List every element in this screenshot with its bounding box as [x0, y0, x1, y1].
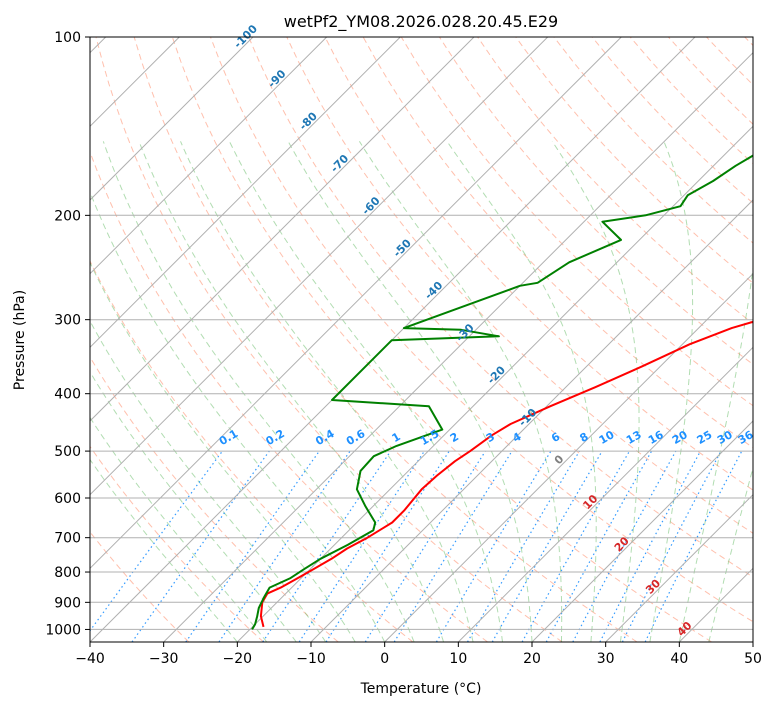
x-tick-label: 10 [449, 651, 467, 667]
y-tick-label: 900 [54, 595, 81, 611]
mixing-ratio-line [218, 450, 351, 642]
x-tick-label: −30 [149, 651, 179, 667]
x-tick-label: −40 [75, 651, 105, 667]
dry-adiabat-line [171, 37, 712, 642]
dry-adiabat-line [133, 37, 638, 642]
isotherm-line [90, 37, 622, 570]
x-tick-label: 40 [670, 651, 688, 667]
profile-lines [251, 154, 753, 630]
isotherm-line [605, 493, 753, 642]
x-tick-label: 50 [744, 651, 762, 667]
mixing-ratio-line [298, 450, 425, 642]
y-tick-label: 800 [54, 565, 81, 581]
mixing-ratio-line [325, 450, 450, 642]
dewpoint-line [251, 154, 753, 630]
dry-adiabat-line [95, 37, 563, 642]
x-tick-label: −10 [296, 651, 326, 667]
chart-title: wetPf2_YM08.2026.028.20.45.E29 [284, 12, 558, 32]
isotherm-line [90, 37, 254, 201]
y-tick-label: 500 [54, 444, 81, 460]
dry-adiabat-line [210, 37, 753, 623]
y-tick-label: 300 [54, 313, 81, 329]
x-tick-label: 20 [523, 651, 541, 667]
isotherm-line [90, 37, 328, 275]
y-tick-label: 200 [54, 208, 81, 224]
x-tick-label: 30 [597, 651, 615, 667]
temperature-line [259, 320, 753, 628]
isotherm-line [236, 125, 753, 642]
dry-adiabat-line [515, 37, 753, 284]
x-tick-label: −20 [223, 651, 253, 667]
mixing-ratio-line [466, 450, 580, 642]
plot-area [90, 37, 753, 642]
dry-adiabat-line [248, 37, 753, 578]
mixing-ratio-line [262, 450, 392, 642]
dry-adiabat-line [90, 445, 264, 642]
mixing-ratio-line [599, 450, 702, 642]
isotherm-line [90, 37, 401, 349]
y-tick-label: 700 [54, 531, 81, 547]
dry-adiabat-line [90, 259, 414, 642]
mixing-ratio-line [364, 450, 486, 642]
dry-adiabat-line [324, 37, 753, 491]
y-axis-title: Pressure (hPa) [12, 290, 28, 390]
y-tick-label: 100 [54, 30, 81, 46]
isotherm-line [531, 420, 753, 642]
mixing-ratio-line [435, 450, 552, 642]
isotherm-line [384, 272, 753, 642]
y-tick-label: 600 [54, 491, 81, 507]
isotherm-line [90, 37, 475, 422]
y-tick-label: 1000 [45, 622, 81, 638]
axes: −40 −30 −20 −10 0 10 20 30 40 50 100 200 300 400 500 60… [45, 30, 762, 667]
isotherm-lines [90, 37, 753, 642]
x-tick-label: 0 [380, 651, 389, 667]
isotherm-line [163, 51, 753, 642]
dry-adiabat-line [286, 37, 753, 534]
y-tick-label: 400 [54, 387, 81, 403]
isotherm-line [457, 346, 753, 642]
isotherm-line [310, 199, 753, 642]
mixing-ratio-line [572, 450, 677, 642]
x-axis-title: Temperature (°C) [360, 681, 482, 697]
mixing-ratio-line [185, 450, 320, 642]
isotherm-line [90, 37, 549, 496]
plot-frame [89, 36, 754, 643]
